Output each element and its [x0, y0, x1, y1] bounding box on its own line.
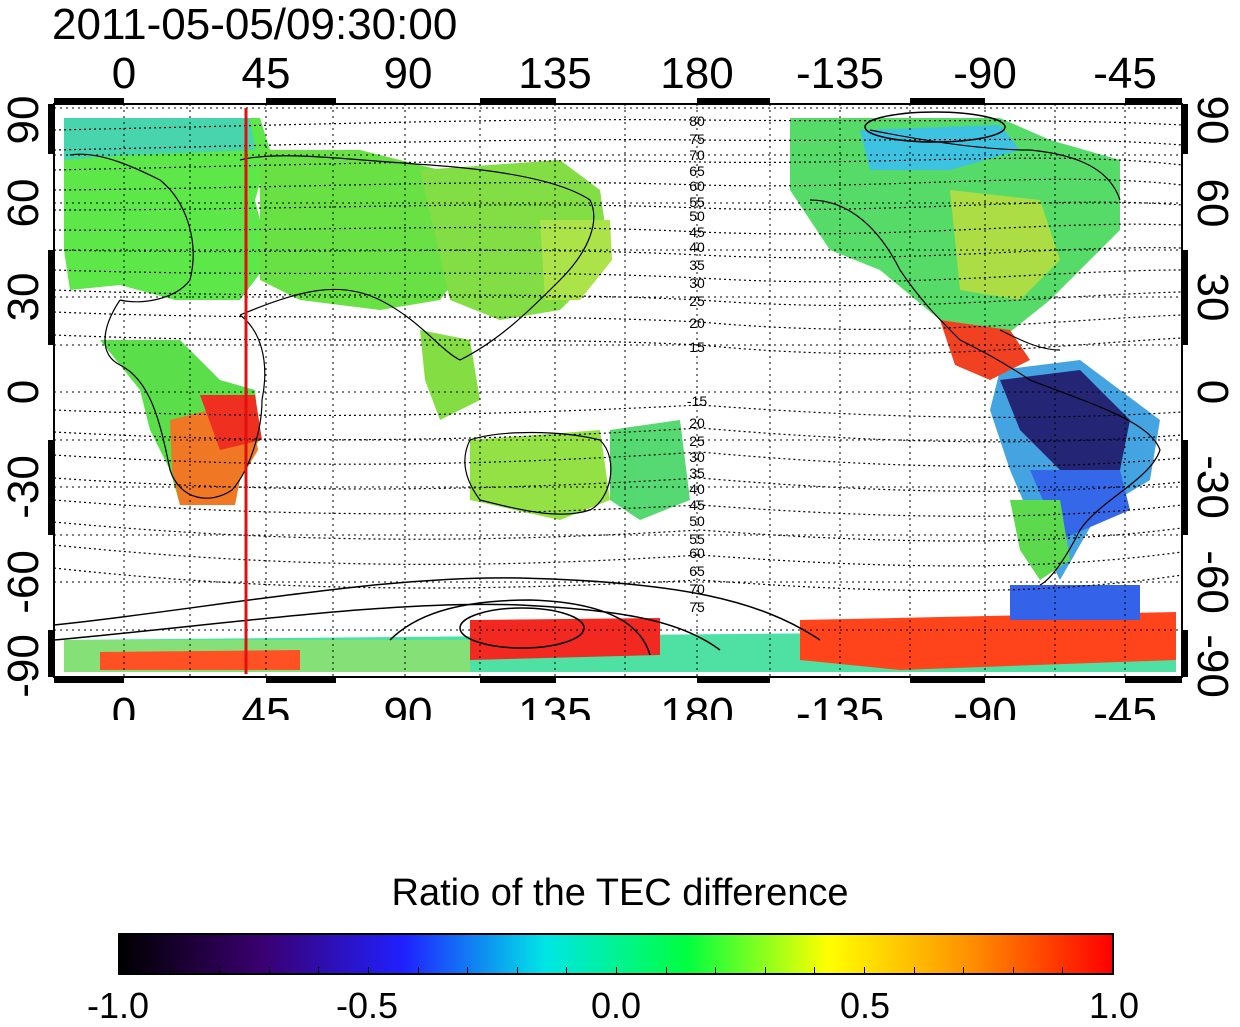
contour-label-south: 75: [689, 599, 705, 615]
right-lat-label: 30: [1188, 273, 1237, 322]
map-grid: [54, 104, 1182, 677]
coastlines: [69, 129, 1161, 586]
contour-label-south: 60: [689, 545, 705, 561]
contour-label-north: 35: [689, 257, 705, 273]
top-lon-label: -135: [796, 49, 884, 98]
top-lon-label: 180: [660, 49, 733, 98]
map-timestamp: 2011-05-05/09:30:00: [52, 0, 458, 49]
bottom-lon-label: -45: [1093, 689, 1157, 720]
left-lat-label: 30: [0, 273, 48, 322]
frame-tick-bars: [48, 98, 1188, 683]
left-lat-label: -30: [0, 455, 48, 519]
colorbar-minor-tick: [417, 967, 419, 973]
left-lat-label: 0: [0, 380, 48, 404]
colorbar-minor-tick: [516, 967, 518, 973]
contour-label-south: 70: [689, 581, 705, 597]
contour-label-south: 65: [689, 563, 705, 579]
colorbar-minor-tick: [864, 967, 865, 973]
bottom-lon-label: 180: [660, 689, 733, 720]
colorbar-minor-tick: [963, 967, 965, 973]
bottom-lon-labels: 0 45 90 135 180 -135 -90 -45: [112, 689, 1157, 720]
contour-label-north: 70: [689, 147, 705, 163]
bottom-lon-label: 90: [384, 689, 433, 720]
contour-label-north: 60: [689, 178, 705, 194]
contour-label-north: 25: [689, 293, 705, 309]
colorbar-title: Ratio of the TEC difference: [391, 872, 849, 914]
colorbar-tick-label: 1.0: [1088, 985, 1140, 1026]
left-lat-label: 60: [0, 179, 48, 228]
colorbar-minor-tick: [368, 967, 369, 973]
tec-data-layer: [64, 118, 1176, 672]
contour-label-north: 30: [689, 275, 705, 291]
colorbar-tick-label: -1.0: [86, 985, 150, 1026]
colorbar-minor-tick: [318, 967, 320, 973]
contour-label-south: 20: [689, 415, 705, 431]
right-lat-label: 60: [1188, 179, 1237, 228]
colorbar-minor-tick: [665, 967, 667, 973]
contour-label-south: 30: [689, 449, 705, 465]
colorbar-tick-label: 0.5: [839, 985, 891, 1026]
right-lat-label: 90: [1188, 96, 1237, 145]
top-lon-label: 0: [112, 49, 136, 98]
colorbar-gradient: [118, 933, 1114, 975]
right-lat-label: -90: [1188, 634, 1237, 698]
bottom-lon-label: 45: [242, 689, 291, 720]
top-lon-label: -90: [953, 49, 1017, 98]
tec-map: 0 45 90 135 180 -135 -90 -45 0 45 90 135…: [0, 49, 1237, 720]
top-lon-label: 45: [242, 49, 291, 98]
colorbar-minor-tick: [1062, 967, 1064, 973]
colorbar-minor-tick: [1012, 967, 1014, 973]
contour-label-south: 35: [689, 465, 705, 481]
contour-label-north: 80: [689, 113, 705, 129]
top-lon-label: 135: [518, 49, 591, 98]
contour-label-south: 55: [689, 531, 705, 547]
contour-label-south: 50: [689, 513, 705, 529]
bottom-lon-label: -135: [796, 689, 884, 720]
contour-label-south: 25: [689, 433, 705, 449]
top-lon-labels: 0 45 90 135 180 -135 -90 -45: [112, 49, 1157, 98]
right-lat-label: 0: [1188, 380, 1237, 404]
right-lat-label: -30: [1188, 455, 1237, 519]
top-lon-label: 90: [384, 49, 433, 98]
left-lat-label: 90: [0, 96, 48, 145]
bottom-lon-label: 0: [112, 689, 136, 720]
colorbar-tick-label: 0.0: [590, 985, 642, 1026]
colorbar-minor-tick: [715, 967, 717, 973]
left-lat-label: -90: [0, 634, 48, 698]
top-lon-label: -45: [1093, 49, 1157, 98]
contour-label-south: -15: [687, 393, 707, 409]
colorbar-minor-tick: [814, 967, 816, 973]
colorbar-minor-tick: [219, 967, 221, 973]
contour-label-north: 75: [689, 131, 705, 147]
colorbar-minor-tick: [764, 967, 766, 973]
colorbar-minor-tick: [913, 967, 915, 973]
colorbar-tick-label: -0.5: [335, 985, 399, 1026]
contour-label-north: 65: [689, 163, 705, 179]
colorbar-minor-tick: [616, 967, 617, 973]
bottom-lon-label: -90: [953, 689, 1017, 720]
contour-labels: 80 75 70 65 60 55 50 45 40 35 30 25 20 1…: [687, 113, 707, 615]
colorbar-minor-tick: [467, 967, 469, 973]
contour-label-north: 20: [689, 315, 705, 331]
contour-label-north: 50: [689, 208, 705, 224]
right-lat-label: -60: [1188, 550, 1237, 614]
colorbar-minor-tick: [169, 967, 171, 973]
contour-label-north: 40: [689, 239, 705, 255]
colorbar-minor-tick: [566, 967, 568, 973]
contour-label-north: 55: [689, 194, 705, 210]
colorbar-minor-tick: [268, 967, 270, 973]
bottom-lon-label: 135: [518, 689, 591, 720]
right-lat-labels: 90 60 30 0 -30 -60 -90: [1188, 96, 1237, 698]
left-lat-labels: 90 60 30 0 -30 -60 -90: [0, 96, 48, 698]
contour-label-south: 45: [689, 497, 705, 513]
left-lat-label: -60: [0, 550, 48, 614]
contour-label-north: 45: [689, 224, 705, 240]
contour-label-south: 40: [689, 481, 705, 497]
contour-label-north: 15: [689, 339, 705, 355]
